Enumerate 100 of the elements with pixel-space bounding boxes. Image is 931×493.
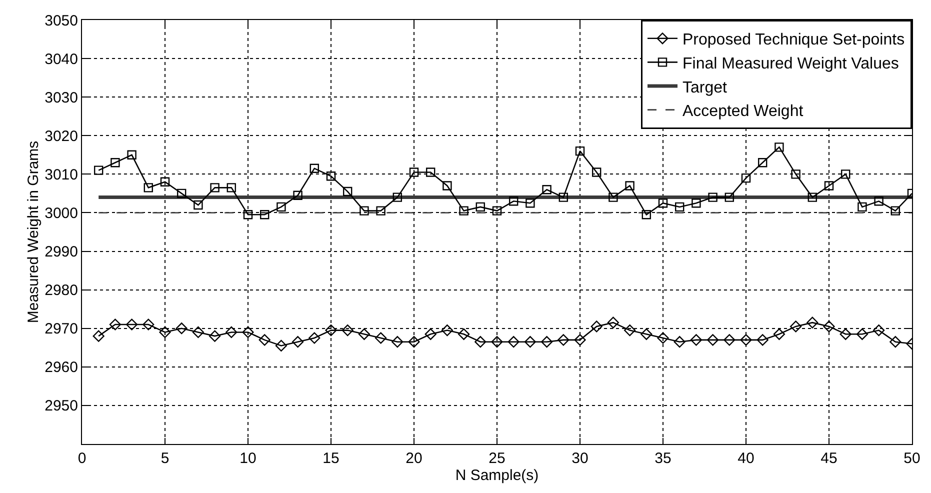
point bbox=[806, 316, 818, 328]
point bbox=[375, 332, 387, 344]
point bbox=[210, 183, 220, 192]
point bbox=[558, 334, 570, 346]
x-tick-label: 5 bbox=[160, 450, 170, 467]
y-tick-label: 2970 bbox=[44, 320, 78, 338]
legend-label: Target bbox=[682, 79, 728, 96]
x-tick-label: 30 bbox=[572, 450, 588, 467]
x-tick-label: 25 bbox=[488, 450, 506, 467]
point bbox=[424, 328, 436, 340]
point bbox=[607, 316, 619, 328]
point bbox=[358, 328, 370, 340]
point bbox=[426, 168, 436, 177]
x-tick-label: 35 bbox=[654, 450, 672, 467]
point bbox=[642, 210, 651, 220]
point bbox=[741, 173, 751, 183]
point bbox=[575, 146, 585, 156]
point bbox=[392, 336, 404, 348]
x-tick-label: 0 bbox=[78, 450, 86, 467]
point bbox=[740, 334, 752, 346]
legend-label: Proposed Technique Set-points bbox=[682, 32, 905, 49]
point bbox=[110, 158, 120, 168]
point bbox=[657, 332, 669, 344]
point bbox=[858, 202, 867, 212]
point bbox=[491, 336, 503, 348]
point bbox=[343, 186, 352, 196]
point bbox=[226, 326, 238, 338]
y-tick-label: 3020 bbox=[44, 128, 78, 145]
point bbox=[873, 324, 885, 336]
point bbox=[276, 202, 286, 212]
point bbox=[542, 185, 552, 194]
point bbox=[640, 328, 652, 340]
point bbox=[127, 150, 136, 160]
point bbox=[823, 320, 835, 332]
y-tick-label: 2990 bbox=[44, 244, 78, 261]
point bbox=[724, 192, 734, 202]
point bbox=[92, 330, 104, 342]
point bbox=[841, 170, 850, 179]
point bbox=[590, 320, 602, 332]
point bbox=[675, 202, 684, 212]
y-tick-label: 2980 bbox=[44, 282, 78, 300]
x-tick-label: 50 bbox=[904, 450, 920, 467]
point bbox=[144, 183, 153, 192]
point bbox=[409, 168, 419, 177]
point bbox=[526, 198, 535, 208]
point bbox=[773, 328, 785, 340]
point bbox=[176, 322, 188, 334]
y-axis-title: Measured Weight in Grams bbox=[24, 140, 42, 324]
point bbox=[458, 328, 470, 340]
point bbox=[492, 206, 502, 216]
point bbox=[890, 336, 902, 348]
point bbox=[541, 336, 553, 348]
point bbox=[524, 336, 536, 348]
x-tick-label: 45 bbox=[820, 450, 838, 467]
point bbox=[674, 336, 686, 348]
point bbox=[574, 334, 586, 346]
point bbox=[658, 198, 668, 208]
point bbox=[474, 336, 486, 348]
point bbox=[325, 324, 337, 336]
x-axis-title: N Sample(s) bbox=[455, 467, 539, 484]
point bbox=[159, 326, 171, 338]
point bbox=[707, 334, 719, 346]
point bbox=[592, 168, 602, 177]
point bbox=[808, 192, 817, 202]
point bbox=[724, 334, 736, 346]
y-tick-label: 3040 bbox=[44, 50, 78, 68]
point bbox=[126, 318, 138, 330]
point bbox=[459, 206, 468, 216]
point bbox=[293, 190, 302, 200]
point bbox=[243, 210, 253, 220]
x-tick-label: 10 bbox=[240, 450, 256, 467]
point bbox=[442, 181, 452, 190]
y-tick-label: 3030 bbox=[44, 89, 78, 106]
point bbox=[856, 328, 868, 340]
point bbox=[874, 196, 884, 206]
point bbox=[824, 181, 834, 190]
point bbox=[624, 324, 636, 336]
point bbox=[476, 202, 485, 212]
point bbox=[376, 206, 386, 216]
point bbox=[192, 326, 204, 338]
legend-label: Final Measured Weight Values bbox=[682, 55, 899, 72]
point bbox=[791, 170, 800, 179]
y-tick-label: 3000 bbox=[44, 204, 78, 222]
point bbox=[392, 192, 402, 202]
x-tick-label: 40 bbox=[738, 450, 754, 467]
point bbox=[509, 196, 518, 206]
point bbox=[226, 183, 236, 192]
point bbox=[94, 166, 104, 175]
point bbox=[260, 210, 270, 220]
point bbox=[608, 192, 618, 202]
point bbox=[840, 328, 852, 340]
point bbox=[292, 336, 304, 348]
point bbox=[408, 336, 420, 348]
y-tick-label: 2950 bbox=[44, 398, 78, 415]
point bbox=[790, 320, 802, 332]
point bbox=[758, 158, 768, 168]
point bbox=[326, 172, 336, 181]
point bbox=[774, 142, 784, 152]
x-tick-label: 15 bbox=[322, 450, 340, 467]
x-tick-label: 20 bbox=[406, 450, 422, 467]
